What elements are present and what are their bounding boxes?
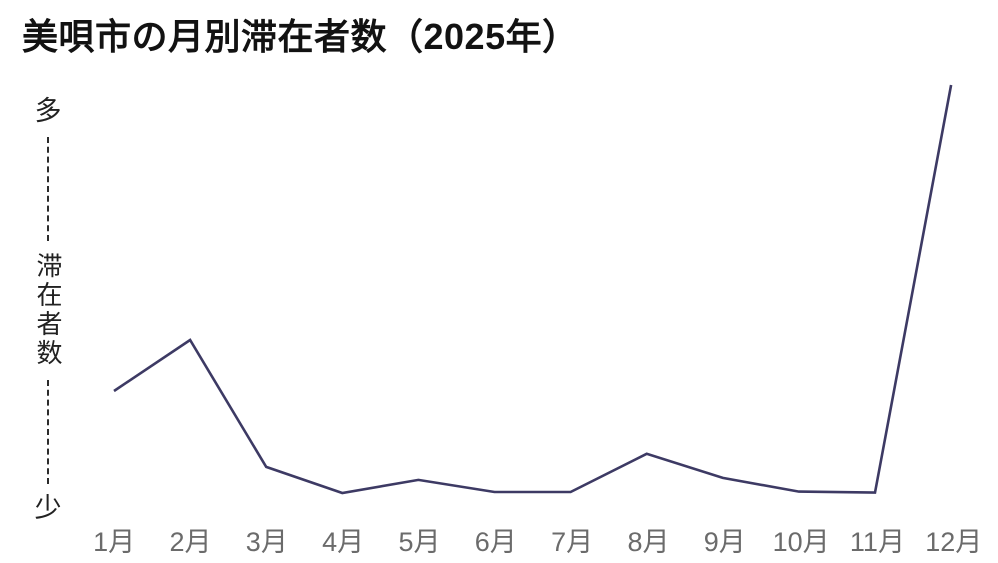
line-series xyxy=(113,84,953,495)
y-axis-title: 滞在者数 xyxy=(33,252,63,368)
chart-title: 美唄市の月別滞在者数（2025年） xyxy=(22,16,579,57)
x-axis-label: 8月 xyxy=(627,527,670,557)
x-axis-label: 7月 xyxy=(551,527,594,557)
x-axis: 1月 2月 3月 4月 5月 6月 7月 8月 9月 10月 11月 12月 xyxy=(76,520,992,559)
y-axis-min-label: 少 xyxy=(34,493,62,523)
y-axis: 多 滞在者数 少 xyxy=(28,98,68,522)
x-axis-label: 5月 xyxy=(398,527,441,557)
x-axis-label: 10月 xyxy=(772,527,830,557)
x-axis-label: 1月 xyxy=(93,527,136,557)
x-axis-label: 11月 xyxy=(849,527,905,557)
x-axis-label: 6月 xyxy=(474,527,517,557)
x-axis-label: 4月 xyxy=(322,527,365,557)
y-axis-dash-lower xyxy=(47,379,49,484)
x-axis-label: 2月 xyxy=(169,527,212,557)
y-axis-dash-upper xyxy=(47,136,49,241)
x-axis-label: 9月 xyxy=(703,527,746,557)
x-axis-label: 12月 xyxy=(925,527,983,557)
y-axis-max-label: 多 xyxy=(34,96,62,126)
x-axis-label: 3月 xyxy=(245,527,288,557)
